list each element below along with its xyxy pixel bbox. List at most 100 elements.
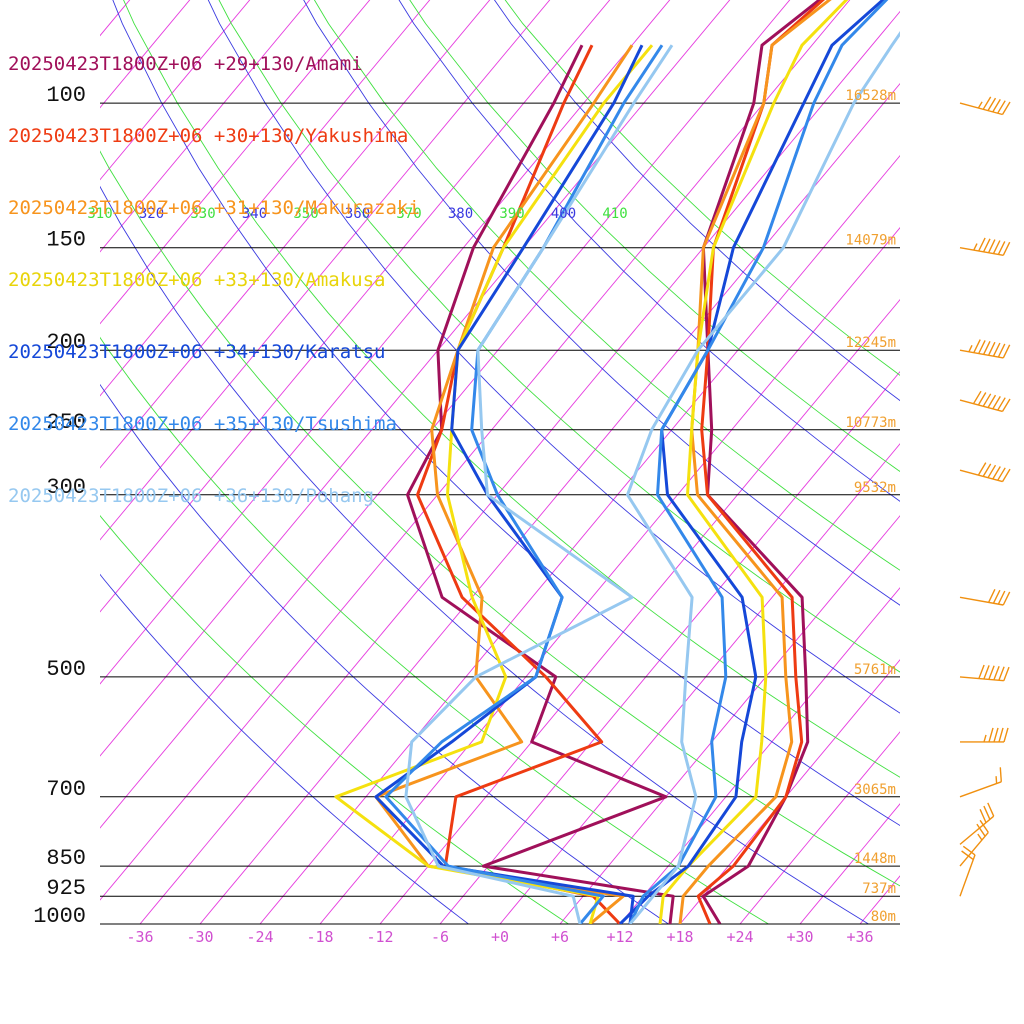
- temperature-trace: [626, 30, 900, 924]
- dry-adiabat: [100, 185, 869, 924]
- pressure-label: 850: [46, 846, 86, 871]
- dewpoint-trace: [384, 44, 664, 924]
- dry-adiabat: [100, 383, 669, 924]
- theta-label: 360: [345, 206, 370, 222]
- x-tick-label: +30: [786, 928, 813, 946]
- height-label: 1448m: [854, 851, 896, 867]
- temperature-trace: [701, 0, 822, 924]
- isotherm: [679, 659, 900, 924]
- isotherm: [100, 0, 851, 901]
- legend-entry: 20250423T1800Z+06 +36+130/Pohang: [8, 485, 375, 507]
- x-tick-label: -6: [431, 928, 449, 946]
- theta-label: 340: [242, 206, 267, 222]
- height-label: 14079m: [845, 233, 896, 249]
- x-tick-label: +12: [606, 928, 633, 946]
- theta-label: 310: [87, 206, 112, 222]
- dewpoint-trace: [404, 44, 674, 924]
- x-tick-label: +18: [666, 928, 693, 946]
- temperature-trace: [658, 0, 849, 924]
- theta-label: 320: [139, 206, 164, 222]
- height-label: 3065m: [854, 782, 896, 798]
- moist-adiabat: [100, 514, 569, 924]
- height-label: 5761m: [854, 662, 896, 678]
- dewpoint-trace: [406, 44, 675, 924]
- wind-barb: [959, 462, 1011, 483]
- theta-label: 410: [602, 206, 627, 222]
- x-tick-label: -30: [186, 928, 213, 946]
- wind-barb: [959, 767, 1002, 798]
- wind-barb: [959, 237, 1011, 256]
- theta-label: 400: [551, 206, 576, 222]
- dry-adiabat: [493, 0, 900, 402]
- wind-barb: [960, 727, 1009, 743]
- isotherm: [619, 587, 900, 924]
- theta-label: 370: [396, 206, 421, 222]
- height-label: 80m: [871, 909, 896, 925]
- isotherm: [799, 803, 900, 924]
- wind-barb: [959, 664, 1010, 682]
- dry-adiabat: [398, 0, 900, 502]
- isotherm: [100, 0, 671, 685]
- isotherm: [379, 299, 900, 924]
- x-tick-label: -36: [126, 928, 153, 946]
- wind-barb: [959, 819, 989, 867]
- moist-adiabat: [313, 0, 900, 571]
- legend-entry: 20250423T1800Z+06 +30+130/Yakushima: [8, 125, 409, 147]
- pressure-label: 150: [46, 228, 86, 253]
- isotherm: [499, 443, 900, 924]
- isotherm: [100, 0, 431, 397]
- theta-label: 350: [293, 206, 318, 222]
- isotherm: [139, 10, 900, 924]
- wind-barb: [959, 802, 995, 845]
- x-tick-label: -18: [306, 928, 333, 946]
- height-label: 737m: [862, 881, 896, 897]
- wind-barb: [959, 390, 1011, 413]
- isotherm: [199, 82, 900, 924]
- theta-label: 330: [190, 206, 215, 222]
- x-tick-label: -12: [366, 928, 393, 946]
- moist-adiabat: [409, 0, 900, 472]
- pressure-label: 300: [46, 475, 86, 500]
- moist-adiabat: [123, 0, 900, 778]
- x-tick-label: +6: [551, 928, 569, 946]
- x-tick-label: +24: [726, 928, 753, 946]
- pressure-label: 200: [46, 330, 86, 355]
- x-tick-label: +0: [491, 928, 509, 946]
- wind-barb: [959, 96, 1011, 116]
- pressure-label: 500: [46, 657, 86, 682]
- legend-entry: 20250423T1800Z+06 +34+130/Karatsu: [8, 341, 386, 363]
- isotherm: [100, 0, 551, 541]
- height-label: 9532m: [854, 480, 896, 496]
- legend-entry: 20250423T1800Z+06 +33+130/Amakusa: [8, 269, 386, 291]
- dry-adiabat: [112, 0, 900, 827]
- moist-adiabat: [218, 0, 900, 673]
- pressure-label: 1000: [33, 904, 86, 929]
- isotherm: [439, 371, 900, 924]
- isotherm: [739, 731, 900, 924]
- x-tick-label: +36: [846, 928, 873, 946]
- pressure-label: 100: [46, 83, 86, 108]
- dry-adiabat: [303, 0, 900, 606]
- temperature-trace: [618, 0, 886, 924]
- temperature-trace: [678, 0, 832, 924]
- legend: 20250423T1800Z+06 +29+130/Amami 20250423…: [8, 4, 420, 532]
- isotherm: [259, 155, 900, 924]
- moist-adiabat: [100, 150, 900, 887]
- isotherm: [100, 0, 491, 469]
- height-label: 10773m: [845, 415, 896, 431]
- legend-entry: 20250423T1800Z+06 +31+130/Makurazaki: [8, 197, 420, 219]
- wind-barb: [959, 339, 1011, 359]
- dewpoint-trace: [334, 44, 654, 924]
- legend-entry: 20250423T1800Z+06 +29+130/Amami: [8, 53, 363, 75]
- pressure-label: 700: [46, 777, 86, 802]
- temperature-trace: [628, 0, 889, 924]
- isotherm: [100, 0, 611, 613]
- moist-adiabat: [100, 336, 769, 924]
- wind-barb: [959, 845, 976, 897]
- wind-barb: [959, 588, 1011, 606]
- theta-label: 390: [499, 206, 524, 222]
- dry-adiabat: [100, 573, 469, 924]
- dry-adiabat: [207, 0, 900, 714]
- x-tick-label: -24: [246, 928, 273, 946]
